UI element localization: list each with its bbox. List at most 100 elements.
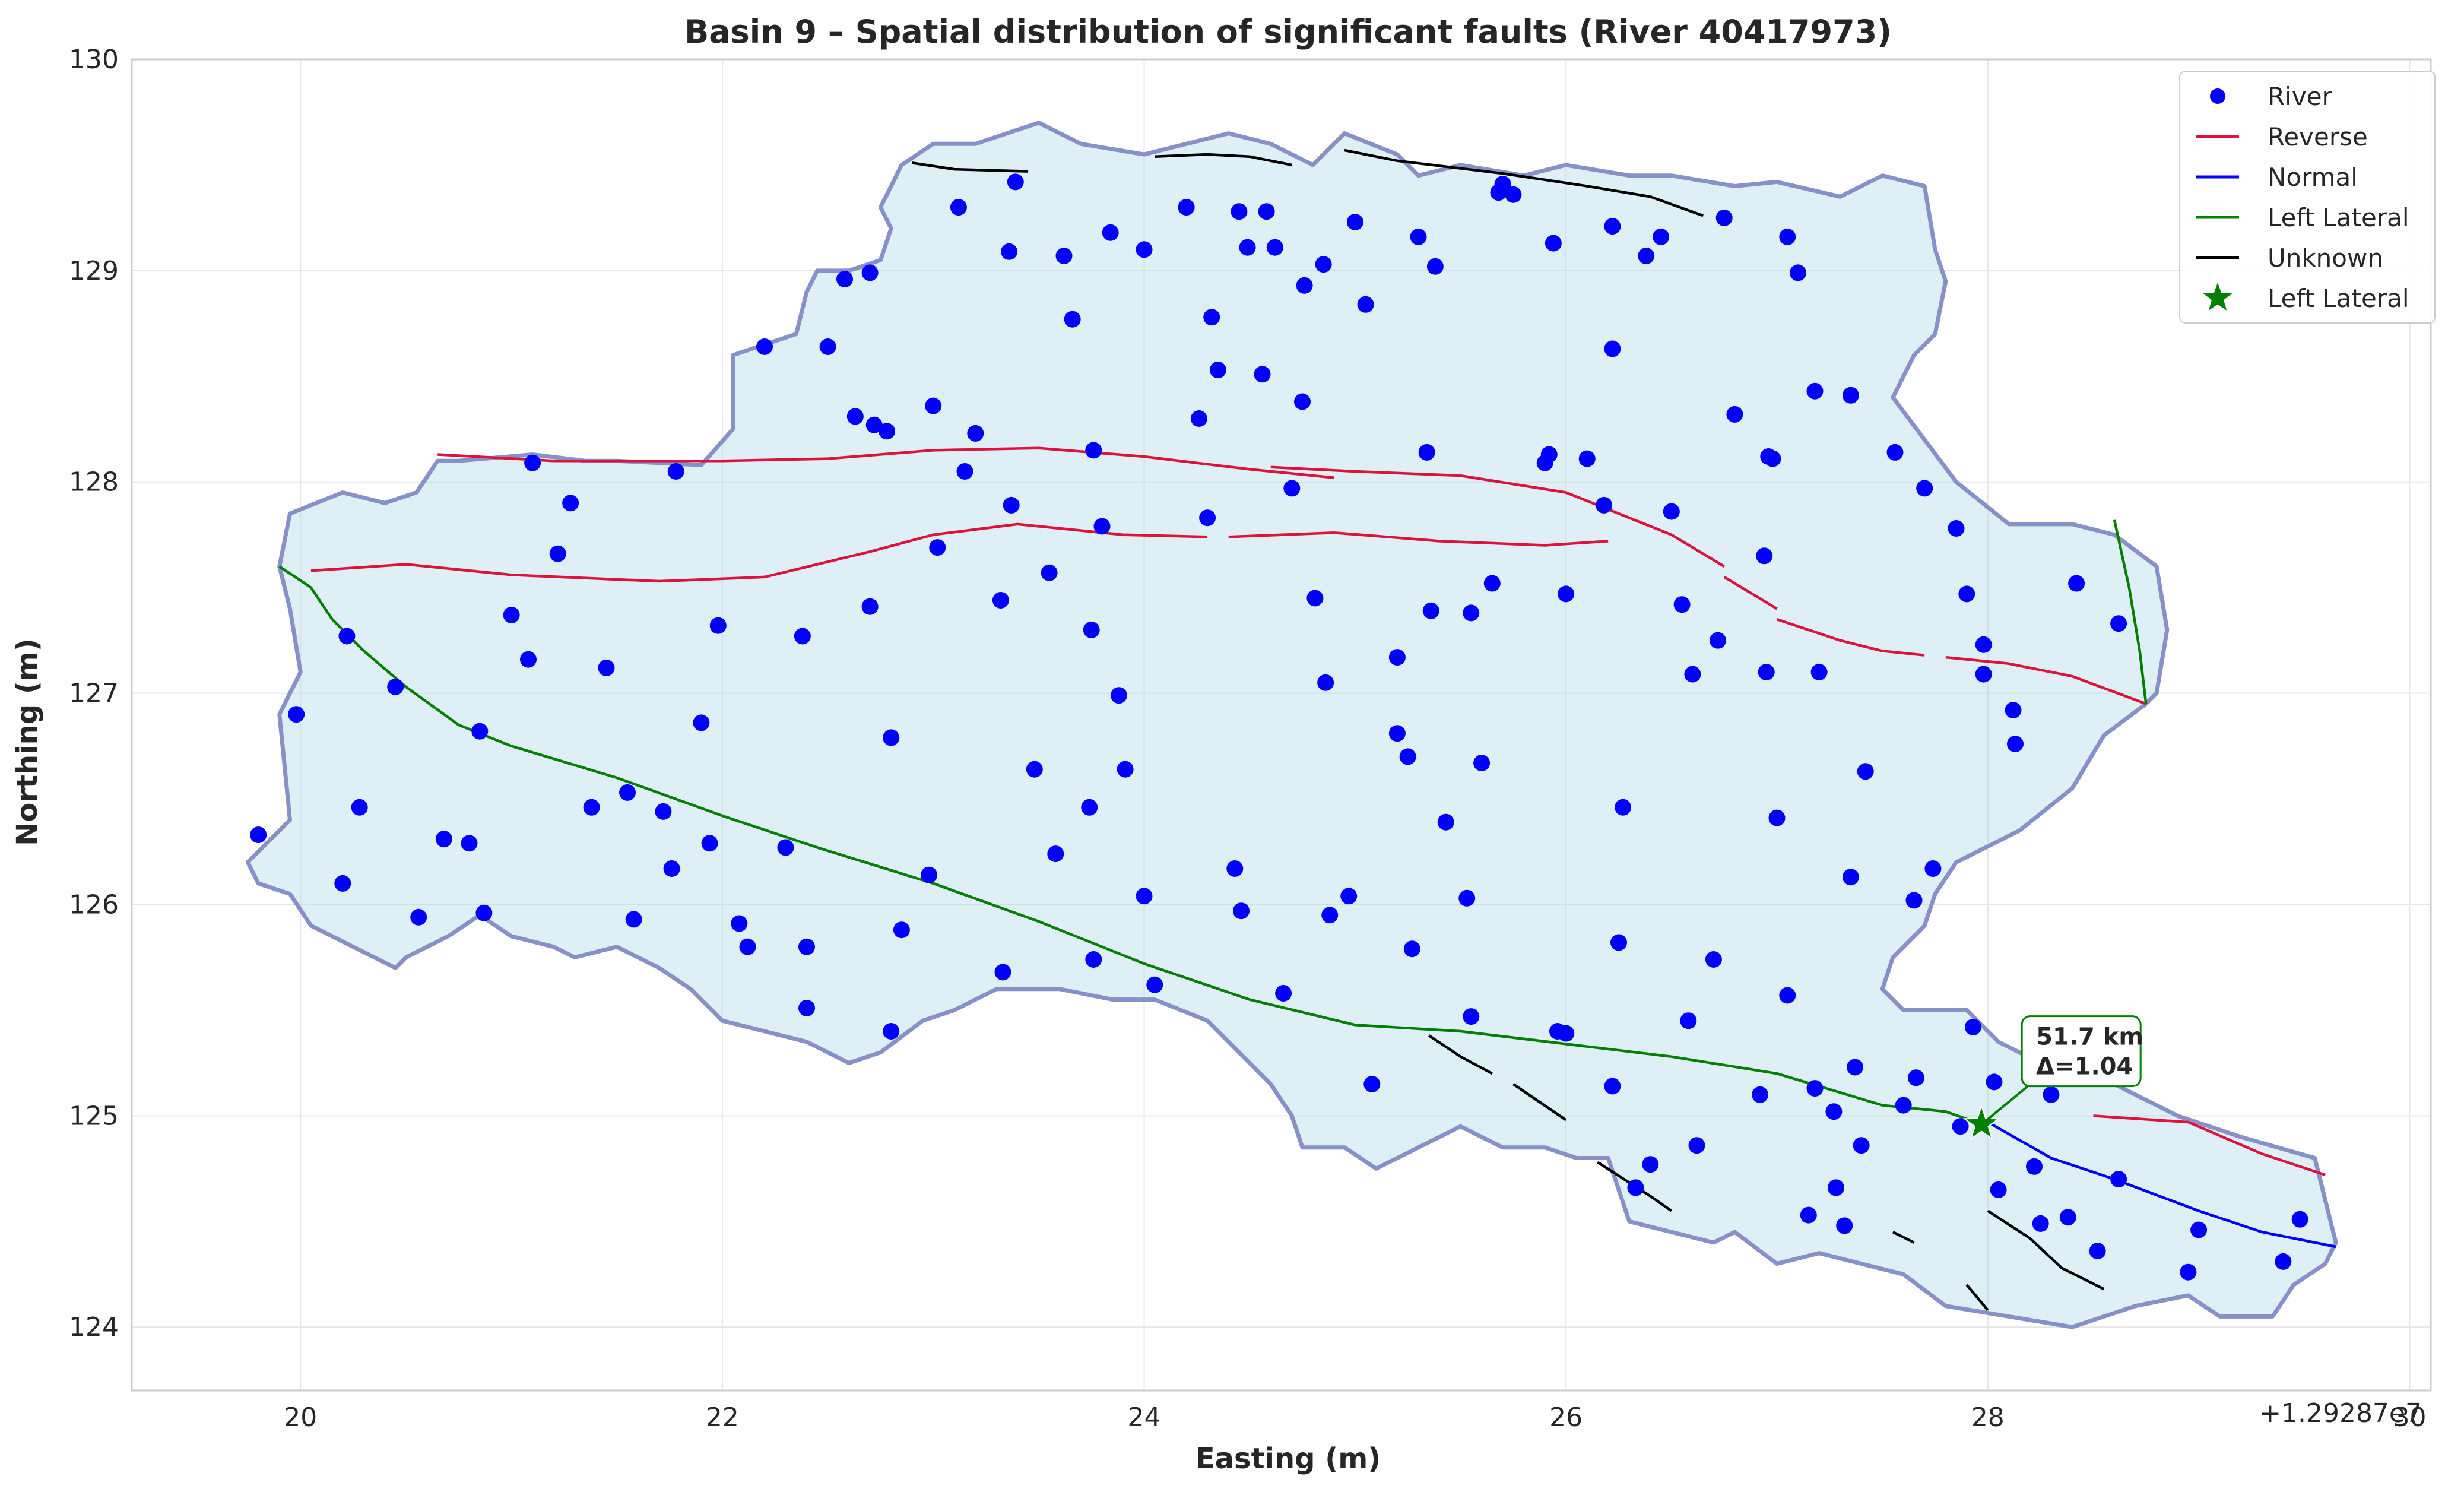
legend-item: Unknown: [2196, 243, 2383, 273]
river-point: [1388, 649, 1406, 666]
river-point: [1975, 666, 1992, 683]
river-point: [1363, 1076, 1381, 1092]
river-point: [1093, 518, 1111, 535]
river-point: [1768, 809, 1786, 826]
legend-label: Left Lateral: [2268, 203, 2409, 232]
river-point: [2032, 1215, 2049, 1232]
river-point: [1578, 450, 1596, 467]
legend-item: Reverse: [2196, 122, 2368, 151]
river-point: [794, 628, 811, 645]
river-point: [471, 723, 489, 740]
river-point: [387, 678, 404, 695]
river-point: [1715, 209, 1733, 226]
river-point: [819, 338, 836, 355]
river-point: [1003, 496, 1020, 514]
river-point: [879, 423, 895, 440]
river-point: [893, 921, 910, 939]
river-point: [2005, 702, 2022, 719]
river-point: [1505, 186, 1522, 203]
river-point: [1705, 951, 1722, 968]
river-point: [1806, 382, 1824, 400]
axis-ticks: 20 22 24 26 28 30 124 125 126 127 128 129 130: [69, 45, 2426, 1433]
river-point: [520, 651, 537, 668]
river-point: [1847, 1059, 1863, 1076]
x-axis-offset-label: +1.29287e7: [2259, 1398, 2422, 1428]
river-point: [701, 835, 718, 852]
river-point: [1558, 585, 1575, 603]
annotation-arrow: [1986, 1085, 2029, 1121]
fault-reverse: [1723, 575, 1778, 610]
river-point: [2275, 1253, 2292, 1270]
river-point: [1426, 258, 1444, 275]
river-point: [1231, 203, 1248, 220]
fault-reverse: [1228, 531, 1609, 547]
legend-label: Normal: [2268, 163, 2358, 192]
river-point: [1473, 755, 1491, 772]
x-tick-label: 24: [1128, 1402, 1161, 1433]
river-point: [992, 592, 1009, 609]
river-point: [1463, 1008, 1480, 1025]
river-point: [2043, 1086, 2060, 1103]
river-point: [338, 628, 356, 645]
river-point: [1001, 243, 1018, 260]
river-point: [1102, 224, 1119, 241]
river-point: [1886, 444, 1904, 461]
annotation-box: [2021, 1015, 2142, 1088]
river-point: [2026, 1158, 2043, 1175]
river-point: [1315, 256, 1332, 273]
river-point: [1110, 687, 1127, 704]
river-point: [1756, 547, 1773, 565]
annotation-distance: 51.7 km: [2036, 1024, 2143, 1051]
river-point: [1085, 442, 1102, 459]
highlight-layer: 51.7 kmΔ=1.04: [1962, 1015, 2143, 1141]
river-point: [1642, 1156, 1659, 1173]
river-point: [2007, 736, 2024, 752]
fault-unknown: [1965, 1284, 1989, 1312]
river-point: [1663, 503, 1680, 520]
river-point: [1828, 1179, 1844, 1196]
river-point: [1895, 1097, 1912, 1114]
fault-unknown: [1987, 1209, 2105, 1291]
legend-item: Left Lateral: [2196, 203, 2409, 232]
river-point: [1908, 1069, 1924, 1086]
river-point: [655, 803, 672, 820]
river-point: [1458, 889, 1476, 907]
y-tick-label: 128: [69, 467, 119, 498]
river-point: [435, 831, 452, 848]
river-point: [798, 938, 815, 955]
y-tick-label: 129: [69, 256, 119, 286]
river-point: [709, 617, 727, 634]
river-point: [1055, 248, 1073, 264]
river-point: [1604, 218, 1621, 235]
river-point: [731, 915, 748, 932]
river-point: [1254, 366, 1271, 383]
river-point: [1948, 520, 1965, 537]
river-point: [1764, 450, 1781, 467]
river-point: [1779, 228, 1796, 245]
river-point: [1306, 590, 1324, 607]
x-tick-label: 20: [284, 1402, 317, 1433]
river-point: [1790, 264, 1806, 281]
river-point: [967, 425, 984, 442]
river-point: [1041, 564, 1058, 581]
y-tick-label: 124: [69, 1312, 119, 1342]
river-point: [334, 875, 351, 892]
river-point: [1258, 203, 1275, 220]
river-point: [1779, 987, 1796, 1004]
fault-unknown: [1512, 1083, 1567, 1122]
fault-reverse: [1776, 617, 1883, 652]
river-point: [861, 264, 879, 281]
river-point: [562, 495, 579, 512]
fault-unknown: [1155, 153, 1292, 167]
river-point: [1680, 1012, 1697, 1029]
river-point: [1688, 1137, 1705, 1154]
river-point: [1146, 976, 1163, 993]
river-point: [1596, 496, 1613, 514]
river-point: [2059, 1209, 2076, 1226]
river-point: [1726, 406, 1743, 423]
left-lateral-star-marker: [1962, 1104, 2000, 1141]
river-point: [798, 999, 815, 1016]
river-point: [1199, 509, 1216, 527]
chart-title: Basin 9 – Spatial distribution of signif…: [684, 13, 1892, 50]
